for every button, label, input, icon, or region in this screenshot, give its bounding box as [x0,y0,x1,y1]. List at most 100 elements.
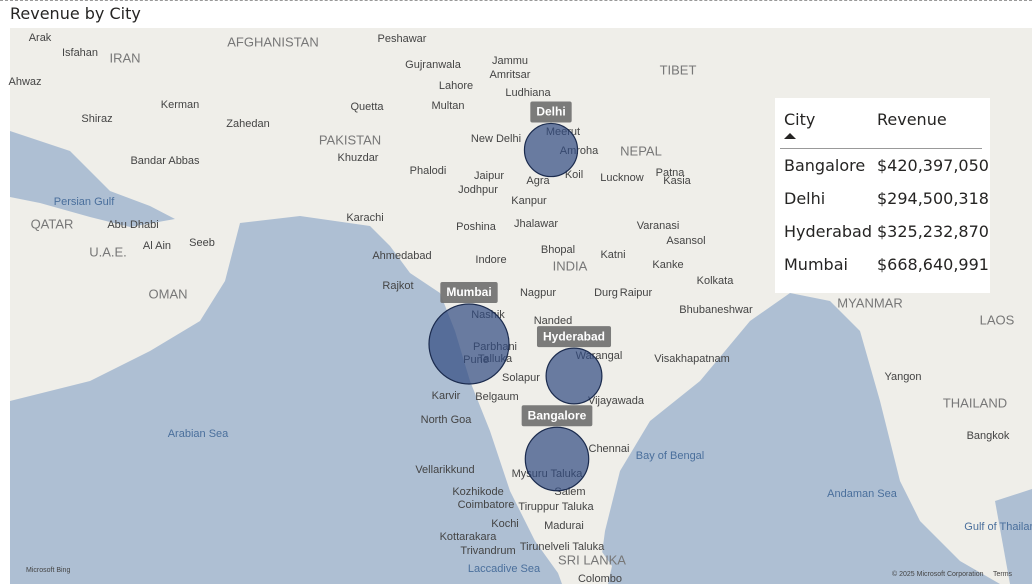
map-place-label: Bandar Abbas [130,155,200,167]
map-place-label: Rajkot [382,280,413,292]
map-place-label: Gujranwala [405,59,462,71]
map-place-label: Kolkata [697,275,735,287]
map-place-label: Asansol [666,235,705,247]
map-place-label: Zahedan [226,118,269,130]
visual-title: Revenue by City [10,4,141,23]
map-place-label: Khuzdar [338,152,379,164]
map-place-label: Arabian Sea [168,428,229,440]
map-place-label: LAOS [980,312,1015,327]
map-place-label: SRI LANKA [558,552,626,567]
land [585,549,612,584]
map-place-label: Seeb [189,237,215,249]
map-place-label: Quetta [350,101,384,113]
bubble-label: Delhi [536,105,565,119]
water [995,489,1032,584]
map-place-label: Vijayawada [588,395,645,407]
map-place-label: Kasia [663,175,691,187]
map-place-label: Bhubaneshwar [679,304,753,316]
map-place-label: Bangkok [967,430,1010,442]
map-place-label: Bay of Bengal [636,450,705,462]
bubble [428,303,510,385]
table-cell: Hyderabad [784,222,872,241]
map-place-label: Raipur [620,287,653,299]
map-place-label: NEPAL [620,143,662,158]
table-cell: $325,232,870 [877,222,989,241]
map-place-label: OMAN [149,286,188,301]
map-place-label: Jhalawar [514,218,558,230]
column-header[interactable]: City [784,110,816,129]
map-place-label: Amritsar [490,69,531,81]
map-place-label: Visakhapatnam [654,353,730,365]
map-place-label: AFGHANISTAN [227,34,319,49]
bubble [523,122,579,178]
map-place-label: Kanpur [511,195,547,207]
map-place-label: Lahore [439,80,473,92]
water [10,131,175,227]
map-place-label: Kottarakara [440,531,498,543]
map-place-label: Phalodi [410,165,447,177]
map-place-label: Ahwaz [8,76,41,88]
table-cell: $420,397,050 [877,156,989,175]
map-place-label: U.A.E. [89,244,127,259]
map-place-label: Microsoft Bing [26,567,70,574]
map-place-label: MYANMAR [837,295,902,310]
map-place-label: Ludhiana [505,87,551,99]
bubble-label: Hyderabad [543,329,605,343]
bubble-label: Bangalore [528,408,587,422]
map-place-label: INDIA [553,258,588,273]
map-place-label: Chennai [589,443,630,455]
map-place-label: Tirunelveli Taluka [520,541,605,553]
map-place-label: Kanke [652,259,683,271]
bubble [524,426,590,492]
map-place-label: Durg [594,287,618,299]
map-place-label: © 2025 Microsoft Corporation [892,570,984,578]
map-place-label: Nanded [534,315,573,327]
map-place-label: Colombo [578,573,622,584]
map-place-label: Madurai [544,520,584,532]
map-place-label: Yangon [884,371,921,383]
map-place-label: Poshina [456,221,497,233]
map-place-label: Ahmedabad [372,250,431,262]
map-place-label: Vellarikkund [415,464,474,476]
bubble-label-bg [521,405,593,427]
map-place-label: Kozhikode [452,486,503,498]
header-divider [780,148,982,149]
map-place-label: PAKISTAN [319,132,381,147]
map-place-label: Patna [656,167,686,179]
map-place-label: Coimbatore [458,499,515,511]
sort-arrow [784,133,796,139]
table-cell: $294,500,318 [877,189,989,208]
water [10,216,562,584]
map-place-label: Shiraz [81,113,112,125]
map-place-label: Multan [431,100,464,112]
table-cell: Bangalore [784,156,866,175]
table: City Revenue Bangalore $420,397,050 Delhi $29… [775,98,990,293]
map-place-label: TIBET [660,62,697,77]
map-place-label: Trivandrum [460,545,515,557]
map-place-label: Terms [993,571,1013,578]
map-place-label: Agra [526,175,550,187]
map-place-label: Gulf of Thailand [964,521,1032,533]
bubble [545,347,603,405]
map-place-label: North Goa [421,414,473,426]
map-place-label: Tiruppur Taluka [518,501,594,513]
map-place-label: Persian Gulf [54,196,115,208]
column-header[interactable]: Revenue [877,110,947,129]
table-cell: $668,640,991 [877,255,989,274]
bubble-label-bg [440,282,498,303]
map-place-label: QATAR [31,216,74,231]
table-cell: Mumbai [784,255,848,274]
map-place-label: THAILAND [943,395,1007,410]
table-cell: Delhi [784,189,826,208]
map-place-label: Peshawar [378,33,427,45]
map-place-label: Koil [565,169,583,181]
map-place-label: Jammu [492,55,528,67]
map-place-label: Karachi [346,212,383,224]
map-place-label: Kerman [161,99,200,111]
map-place-label: Abu Dhabi [107,219,158,231]
bubble-label: Mumbai [446,285,491,299]
map-place-label: Bhopal [541,244,575,256]
bubble-label-bg [530,101,572,123]
